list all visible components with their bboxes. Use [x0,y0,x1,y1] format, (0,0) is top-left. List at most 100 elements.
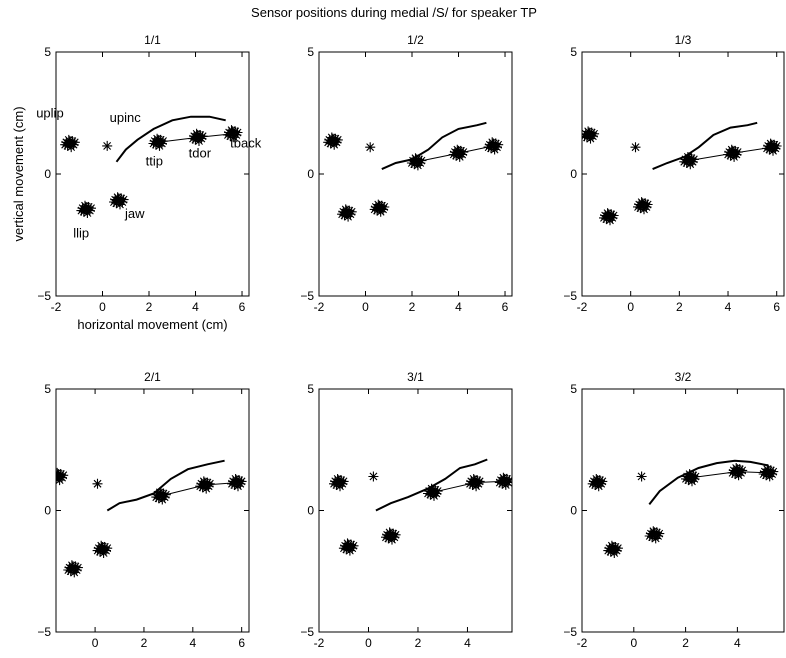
sensor-tback-marker [222,125,243,143]
sensor-tback-marker [227,474,247,492]
palate-line [115,115,226,163]
x-tick-label: 4 [464,636,471,650]
x-tick-label: 2 [141,636,148,650]
x-tick-label: 2 [409,300,416,314]
panel-title: 2/1 [144,370,161,384]
x-tick-label: 4 [189,636,196,650]
sensor-label-ttip: ttip [146,153,163,168]
panel-6: 3/2 -2 0 2 4 −5 0 5 [563,370,785,650]
y-tick-label: 5 [570,45,577,59]
x-tick-label: 2 [682,636,689,650]
y-tick-label: 0 [570,167,577,181]
y-tick-label: 0 [307,504,314,518]
x-axis-label: horizontal movement (cm) [77,317,227,332]
sensor-tdor-marker [465,474,485,492]
panel-title: 3/1 [407,370,424,384]
y-tick-label: 5 [307,45,314,59]
y-tick-label: −5 [37,625,51,639]
y-tick-label: 0 [44,167,51,181]
sensor-tback-marker [483,137,504,155]
palate-line [652,121,758,171]
plot-frame [318,51,513,297]
y-tick-label: 5 [307,382,314,396]
plot-area [587,459,779,558]
x-tick-label: 2 [146,300,153,314]
x-tick-label: 4 [734,636,741,650]
x-tick-label: 2 [415,636,422,650]
sensor-tdor-marker [195,476,215,494]
plot-frame [581,51,785,297]
panel-3: 1/3 -2 0 2 4 6 −5 0 5 [563,33,785,314]
sensor-ttip-marker [406,153,427,171]
y-tick-label: −5 [37,289,51,303]
sensor-llip-marker [337,204,357,222]
x-tick-label: -2 [314,300,325,314]
panel-title: 1/1 [144,33,161,47]
panel-1: 1/1 -2 0 2 4 6 −5 0 5 horizontal movement (cm) ver… [11,33,262,332]
sensor-label-tback: tback [230,136,262,151]
y-tick-label: −5 [300,289,314,303]
x-tick-label: 6 [773,300,780,314]
panel-2: 1/2 -2 0 2 4 6 −5 0 5 [300,33,513,314]
sensor-ttip-marker [423,483,443,501]
sensor-upinc-marker [365,142,376,153]
sensor-jaw-marker [644,526,665,544]
plot-frame [581,388,785,633]
sensor-llip-marker [63,560,83,578]
panels: 1/1 -2 0 2 4 6 −5 0 5 horizontal movement (cm) ver… [11,33,785,650]
sensor-label-tdor: tdor [189,145,212,160]
plot-frame [55,51,250,297]
plot-frame [318,388,513,633]
y-tick-label: −5 [563,289,577,303]
sensor-uplip-marker [60,134,80,153]
sensor-llip-marker [603,540,623,558]
panel-4: 2/1 0 2 4 6 −5 0 5 [37,370,250,650]
sensor-jaw-marker [633,197,653,215]
x-tick-label: 2 [676,300,683,314]
x-tick-label: -2 [577,636,588,650]
plot-area [582,121,782,226]
y-tick-label: −5 [563,625,577,639]
palate-line [106,459,225,512]
x-tick-label: 6 [238,636,245,650]
figure-title: Sensor positions during medial /S/ for s… [251,5,537,20]
sensor-uplip-marker [56,467,69,486]
x-tick-label: -2 [51,300,62,314]
plot-area [56,459,247,578]
plot-frame [55,388,250,633]
sensor-upinc-marker [102,140,113,151]
x-tick-label: 4 [192,300,199,314]
x-tick-label: 0 [362,300,369,314]
sensor-label-llip: llip [73,225,89,240]
y-tick-label: 0 [570,504,577,518]
x-tick-label: 0 [365,636,372,650]
sensor-llip-marker [338,538,359,556]
x-tick-label: 0 [92,636,99,650]
y-tick-label: −5 [300,625,314,639]
y-tick-label: 5 [44,45,51,59]
sensor-jaw-marker [109,192,129,210]
x-tick-label: 0 [99,300,106,314]
y-tick-label: 0 [44,504,51,518]
sensor-tback-marker [758,464,779,482]
palate-line [648,459,769,506]
y-tick-label: 5 [44,382,51,396]
sensor-upinc-marker [630,142,641,153]
sensor-tdor-marker [448,144,469,162]
sensor-jaw-marker [369,199,390,217]
sensor-ttip-marker [148,133,169,151]
panel-title: 1/2 [407,33,424,47]
sensor-upinc-marker [368,471,379,482]
sensor-ttip-marker [681,469,701,487]
palate-line [375,458,488,512]
x-tick-label: 0 [627,300,634,314]
sensor-tdor-marker [723,144,743,162]
sensor-uplip-marker [587,474,608,492]
x-tick-label: 4 [725,300,732,314]
sensor-uplip-marker [582,126,600,144]
y-tick-label: 0 [307,167,314,181]
sensor-label-uplip: uplip [36,106,63,121]
sensor-label-jaw: jaw [124,206,145,221]
panel-title: 3/2 [675,370,692,384]
